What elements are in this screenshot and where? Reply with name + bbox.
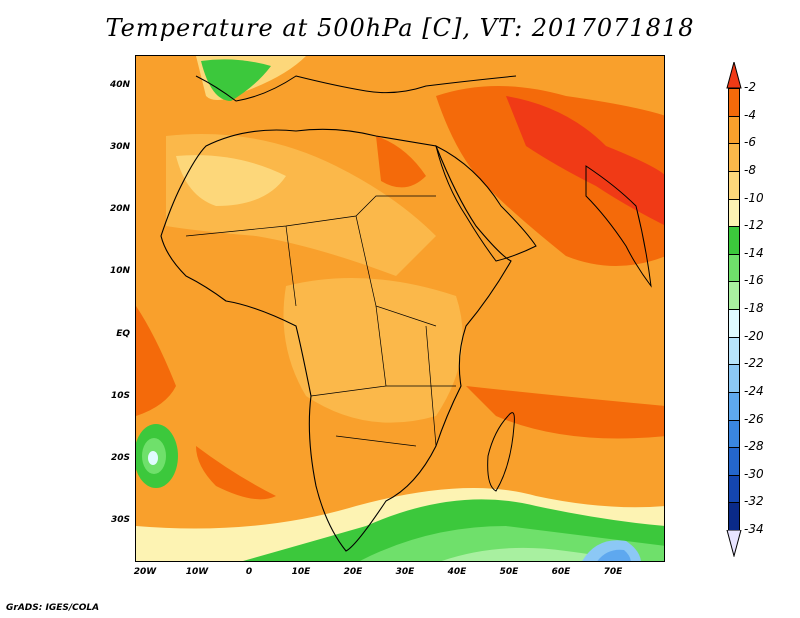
lat-label: 20S — [110, 453, 130, 463]
map-field — [136, 56, 664, 561]
colorbar-label: -34 — [744, 522, 764, 536]
lon-label: 10E — [291, 567, 311, 577]
colorbar-segment — [728, 503, 740, 531]
colorbar-label: -14 — [744, 245, 764, 260]
colorbar-label: -4 — [744, 107, 756, 122]
colorbar-segment — [728, 310, 740, 338]
colorbar-segment — [728, 420, 740, 449]
colorbar-top-arrow — [726, 62, 742, 89]
colorbar-bottom-arrow — [726, 530, 742, 557]
credit-label: GrADS: IGES/COLA — [6, 603, 100, 613]
colorbar-label: -26 — [744, 411, 764, 426]
colorbar — [728, 88, 740, 531]
colorbar-label: -8 — [744, 162, 756, 177]
lon-label: 70E — [603, 567, 623, 577]
colorbar-segment — [728, 254, 740, 283]
colorbar-label: -10 — [744, 190, 764, 205]
colorbar-segment — [728, 171, 740, 200]
lon-label: 0 — [245, 567, 253, 577]
lon-label: 50E — [499, 567, 519, 577]
colorbar-label: -20 — [744, 328, 764, 343]
lat-label: EQ — [116, 329, 130, 339]
lon-label: 30E — [395, 567, 415, 577]
lat-label: 20N — [109, 204, 130, 214]
lat-label: 30S — [110, 515, 130, 525]
colorbar-label: -22 — [744, 356, 764, 371]
colorbar-segment — [728, 475, 740, 504]
lon-label: 20E — [343, 567, 363, 577]
colorbar-label: -24 — [744, 383, 764, 398]
colorbar-segment — [728, 199, 740, 228]
lon-label: 60E — [551, 567, 571, 577]
lon-label: 20W — [133, 567, 157, 577]
colorbar-segment — [728, 89, 740, 117]
colorbar-segment — [728, 392, 740, 421]
lat-label: 40N — [109, 80, 130, 90]
lat-label: 10N — [109, 266, 130, 276]
lat-label: 10S — [110, 391, 130, 401]
colorbar-segment — [728, 448, 740, 476]
colorbar-segment — [728, 144, 740, 172]
colorbar-segment — [728, 282, 740, 310]
colorbar-label: -16 — [744, 273, 764, 288]
lat-label: 30N — [109, 142, 130, 152]
colorbar-label: -18 — [744, 301, 764, 315]
colorbar-label: -6 — [744, 135, 756, 150]
colorbar-label: -30 — [744, 466, 764, 481]
lon-label: 10W — [185, 567, 209, 577]
colorbar-label: -2 — [744, 80, 756, 94]
colorbar-label: -28 — [744, 439, 764, 454]
lon-label: 40E — [447, 567, 467, 577]
colorbar-label: -32 — [744, 494, 764, 509]
colorbar-segment — [728, 116, 740, 145]
chart-title: Temperature at 500hPa [C], VT: 201707181… — [105, 14, 695, 42]
temperature-map — [135, 55, 665, 562]
colorbar-segment — [728, 227, 740, 255]
colorbar-segment — [728, 365, 740, 393]
colorbar-segment — [728, 337, 740, 366]
colorbar-label: -12 — [744, 218, 764, 233]
